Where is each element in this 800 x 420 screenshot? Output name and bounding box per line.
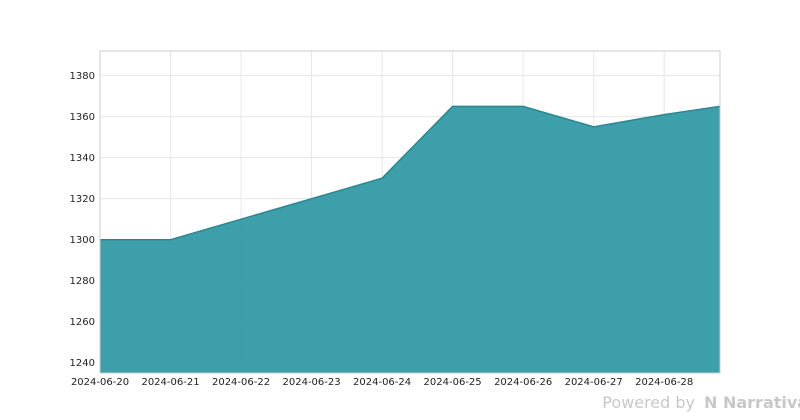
watermark-prefix: Powered by bbox=[602, 393, 695, 412]
watermark-logo: N bbox=[704, 393, 723, 412]
watermark-brand: N Narrativa bbox=[704, 393, 800, 412]
line bbox=[100, 105, 721, 241]
x-tick-label: 2024-06-27 bbox=[565, 377, 623, 388]
x-tick-label: 2024-06-24 bbox=[353, 377, 411, 388]
x-tick-label: 2024-06-21 bbox=[141, 377, 199, 388]
x-tick-label: 2024-06-28 bbox=[635, 377, 693, 388]
area bbox=[100, 106, 720, 373]
y-tick-label: 1300 bbox=[70, 235, 95, 246]
y-tick-label: 1240 bbox=[70, 358, 95, 369]
x-tick-label: 2024-06-20 bbox=[71, 377, 129, 388]
x-tick-label: 2024-06-22 bbox=[212, 377, 270, 388]
x-tick-label: 2024-06-23 bbox=[283, 377, 341, 388]
plot-frame bbox=[99, 50, 721, 374]
y-tick-label: 1320 bbox=[70, 194, 95, 205]
y-tick-label: 1280 bbox=[70, 276, 95, 287]
y-tick-label: 1260 bbox=[70, 317, 95, 328]
x-tick-label: 2024-06-25 bbox=[424, 377, 482, 388]
y-tick-label: 1340 bbox=[70, 153, 95, 164]
x-tick-label: 2024-06-26 bbox=[494, 377, 552, 388]
y-tick-label: 1380 bbox=[70, 71, 95, 82]
watermark-brand-text: Narrativa bbox=[723, 393, 800, 412]
y-tick-label: 1360 bbox=[70, 112, 95, 123]
